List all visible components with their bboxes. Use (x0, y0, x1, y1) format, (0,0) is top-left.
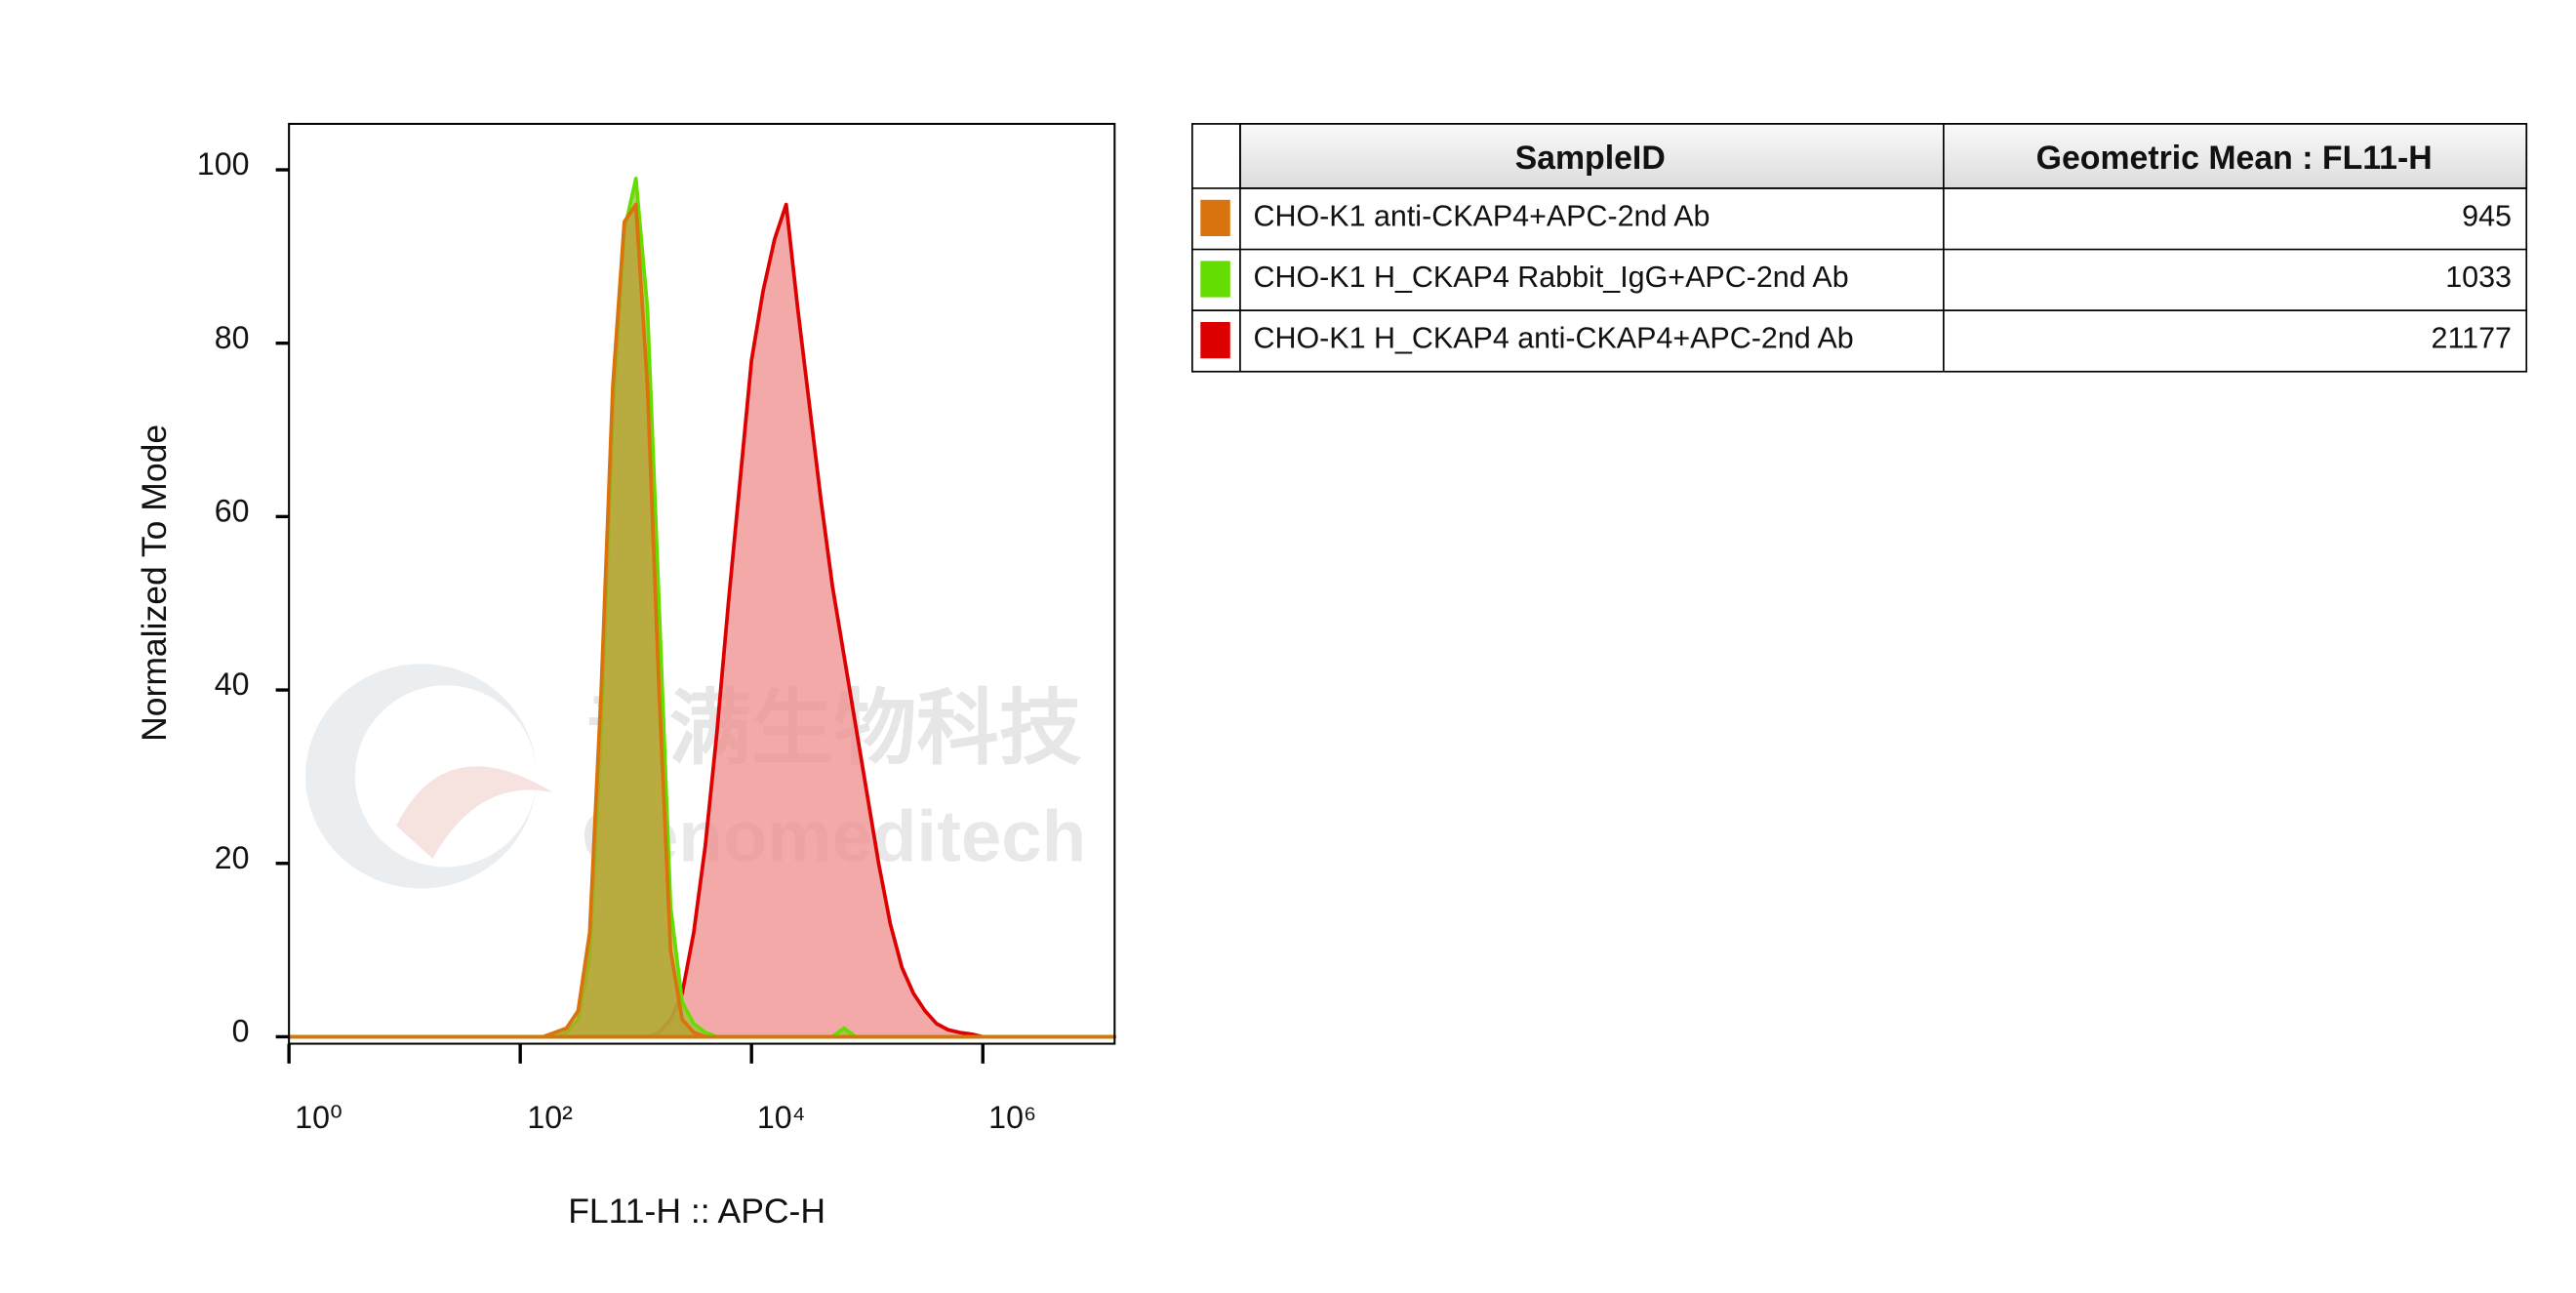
x-tick-label: 10⁶ (988, 1100, 1036, 1135)
table-header (1239, 123, 2528, 189)
geometric-mean: 21177 (2432, 322, 2512, 355)
histogram-area (287, 202, 1117, 1039)
legend-label: CHO-K1 anti-CKAP4+APC-2nd Ab (1253, 199, 1710, 232)
legend-label: CHO-K1 H_CKAP4 Rabbit_IgG+APC-2nd Ab (1253, 261, 1848, 294)
table-rows: CHO-K1 anti-CKAP4+APC-2nd Ab 945 CHO-K1 H_… (1200, 199, 2512, 359)
y-tick-label: 20 (215, 840, 250, 875)
watermark-logo (396, 766, 553, 859)
y-tick-label: 100 (197, 146, 250, 182)
legend-label: CHO-K1 H_CKAP4 anti-CKAP4+APC-2nd Ab (1253, 322, 1853, 355)
y-tick-label: 80 (215, 320, 250, 355)
x-tick-label: 10⁴ (757, 1100, 806, 1135)
legend-swatch (1200, 322, 1230, 359)
legend-swatch (1200, 199, 1230, 236)
legend-swatch (1200, 261, 1230, 298)
x-axis-label: FL11-H :: APC-H (568, 1192, 825, 1231)
y-tick-label: 0 (232, 1014, 250, 1049)
y-axis-label: Normalized To Mode (135, 424, 174, 742)
watermark: 普满生物科技 Genomeditech (305, 664, 1086, 889)
y-tick-label: 40 (215, 667, 250, 702)
watermark-logo (354, 685, 537, 868)
table-header-text: Geometric Mean : FL11-H (2036, 140, 2433, 177)
table-header-text: SampleID (1515, 140, 1666, 177)
x-tick-label: 10⁰ (295, 1100, 342, 1135)
geometric-mean: 945 (2462, 199, 2512, 232)
histogram-area (287, 202, 1117, 1039)
y-tick-label: 60 (215, 493, 250, 528)
plot-frame (288, 122, 1116, 1045)
geometric-mean: 1033 (2445, 261, 2512, 294)
plot-area (287, 177, 1117, 1039)
table (1191, 123, 2528, 373)
x-tick-label: 10² (527, 1100, 573, 1135)
watermark-logo (305, 664, 537, 889)
